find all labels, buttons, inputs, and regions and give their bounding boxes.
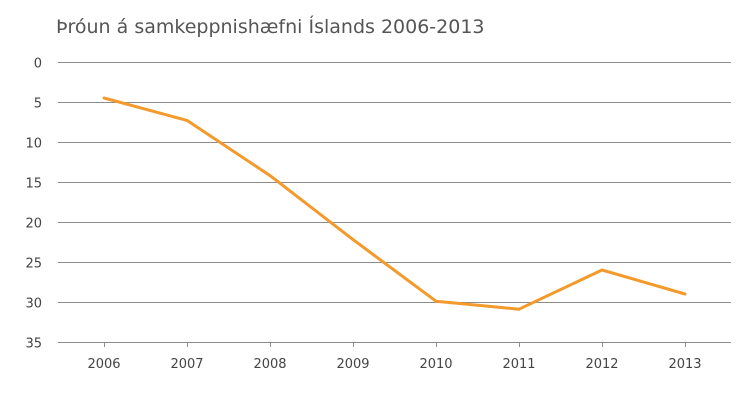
y-tick-label-5: 25 bbox=[25, 257, 42, 272]
x-tick-label-0: 2006 bbox=[87, 357, 120, 372]
y-tick-label-0: 0 bbox=[34, 57, 42, 72]
x-tick-label-1: 2007 bbox=[170, 357, 203, 372]
y-tick-label-3: 15 bbox=[25, 177, 42, 192]
x-tick-label-3: 2009 bbox=[336, 357, 369, 372]
y-tick-label-2: 10 bbox=[25, 137, 42, 152]
x-tick-label-7: 2013 bbox=[668, 357, 701, 372]
series-line-0 bbox=[102, 96, 687, 311]
y-tick-label-7: 35 bbox=[25, 337, 42, 352]
x-tick-label-4: 2010 bbox=[419, 357, 452, 372]
y-tick-label-6: 30 bbox=[25, 297, 42, 312]
y-tick-label-1: 5 bbox=[34, 97, 42, 112]
chart-title: Þróun á samkeppnishæfni Íslands 2006-201… bbox=[56, 16, 485, 38]
x-tick-label-2: 2008 bbox=[253, 357, 286, 372]
y-tick-label-4: 20 bbox=[25, 217, 42, 232]
x-tick-label-6: 2012 bbox=[585, 357, 618, 372]
x-tick-label-5: 2011 bbox=[502, 357, 535, 372]
